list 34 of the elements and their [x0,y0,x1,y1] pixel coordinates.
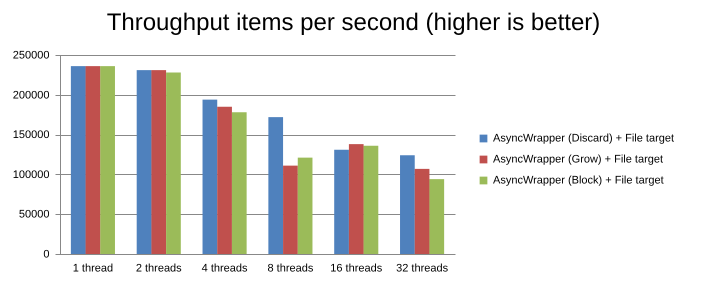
y-tick-label: 100000 [12,168,50,181]
bar [283,166,298,254]
legend-label: AsyncWrapper (Block) + File target [493,174,664,186]
y-tick-label: 0 [43,248,50,260]
bar [100,66,115,254]
y-tick-label: 250000 [12,50,50,62]
x-tick-label: 4 threads [202,262,248,274]
legend-label: AsyncWrapper (Grow) + File target [493,154,664,166]
chart-title: Throughput items per second (higher is better) [106,9,600,36]
x-tick-label: 1 thread [72,262,114,274]
bar [334,150,349,254]
x-tick-label: 16 threads [330,262,383,274]
bar [429,179,444,254]
bar [400,155,415,254]
legend-label: AsyncWrapper (Discard) + File target [493,132,674,144]
bar [268,117,284,254]
bar [70,66,86,254]
y-tick-label: 50000 [18,208,50,221]
bar [348,144,364,254]
bar [151,70,166,254]
bar [414,168,430,254]
bar [217,106,232,254]
bar [136,70,152,254]
x-tick-label: 2 threads [136,262,182,274]
y-tick-label: 200000 [12,89,50,102]
x-tick-label: 8 threads [267,262,314,274]
bar [298,158,312,254]
y-tick-label: 150000 [12,129,50,142]
bar [202,100,218,254]
x-tick-label: 32 threads [396,262,449,274]
bar [86,66,100,254]
bar [232,112,247,254]
bar [364,146,378,254]
bar [166,72,181,254]
